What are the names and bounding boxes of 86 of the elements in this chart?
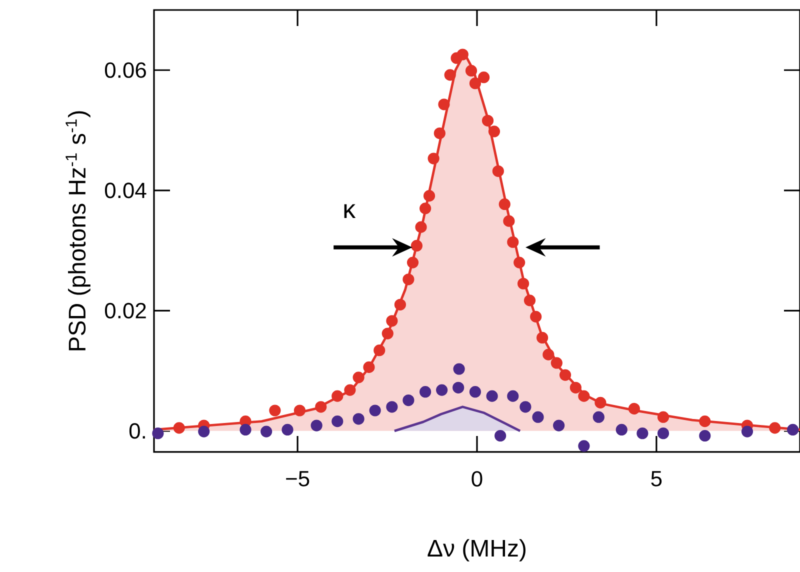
point [374, 344, 386, 356]
point [332, 416, 344, 428]
point [386, 401, 398, 413]
point [478, 72, 490, 84]
point [550, 357, 562, 369]
point [436, 384, 448, 396]
point [594, 396, 606, 408]
point [382, 328, 394, 340]
y-tick-label: 0.06 [104, 62, 146, 78]
point [452, 382, 464, 394]
point [269, 404, 281, 416]
point [578, 440, 590, 452]
point [514, 256, 526, 268]
point [503, 215, 515, 227]
point [542, 348, 554, 360]
point [294, 404, 306, 416]
point [363, 361, 375, 373]
point [469, 78, 481, 90]
point [536, 332, 548, 344]
point [344, 384, 356, 396]
point [386, 315, 398, 327]
point [517, 278, 530, 290]
point [520, 401, 532, 413]
point [453, 363, 465, 375]
point [699, 430, 711, 442]
point [494, 430, 506, 442]
x-tick-label: −5 [286, 471, 310, 486]
x-tick-label: 5 [651, 471, 662, 486]
point [369, 404, 381, 416]
point [394, 298, 406, 310]
point [486, 390, 498, 402]
point [769, 422, 781, 434]
point [636, 428, 648, 440]
point [469, 386, 481, 398]
point [741, 426, 754, 438]
point [434, 127, 446, 140]
point [465, 64, 478, 77]
point [402, 274, 414, 286]
point [240, 424, 252, 436]
x-tick-label: 0 [472, 471, 482, 487]
point [282, 424, 294, 436]
point [406, 256, 419, 268]
point [559, 369, 572, 381]
point [578, 390, 590, 402]
point [444, 69, 456, 81]
point [198, 426, 210, 438]
point [524, 294, 536, 306]
point [628, 402, 640, 414]
point [498, 198, 510, 210]
point [438, 98, 450, 110]
point [592, 411, 604, 423]
point [616, 424, 628, 436]
point [310, 420, 322, 432]
point [488, 126, 500, 138]
point [657, 428, 670, 440]
point [420, 386, 432, 398]
point [553, 420, 565, 432]
point [410, 240, 423, 252]
point [315, 401, 327, 413]
annotation: κ [344, 204, 356, 218]
point [415, 221, 427, 233]
point [352, 372, 364, 384]
point [423, 190, 436, 202]
point [173, 422, 185, 434]
point [507, 236, 519, 248]
point [699, 416, 711, 428]
point [570, 382, 582, 394]
y-tick-label: 0.02 [104, 302, 146, 318]
point [532, 411, 544, 423]
point [482, 114, 494, 126]
point [657, 411, 670, 423]
point [420, 202, 432, 214]
point [402, 394, 414, 406]
y-tick-label: 0. [129, 423, 145, 439]
point [492, 165, 504, 177]
y-axis-title: PSD (photons Hz$^{-1}$ s$^{-1}$) [66, 111, 90, 350]
point [332, 390, 344, 402]
point [530, 310, 542, 322]
point [352, 413, 364, 425]
point [428, 152, 440, 164]
point [456, 48, 468, 60]
point [260, 426, 272, 438]
x-axis-title: Δν (MHz) [428, 539, 526, 562]
y-tick-label: 0.04 [104, 182, 146, 198]
point [152, 428, 164, 440]
point [507, 390, 519, 402]
